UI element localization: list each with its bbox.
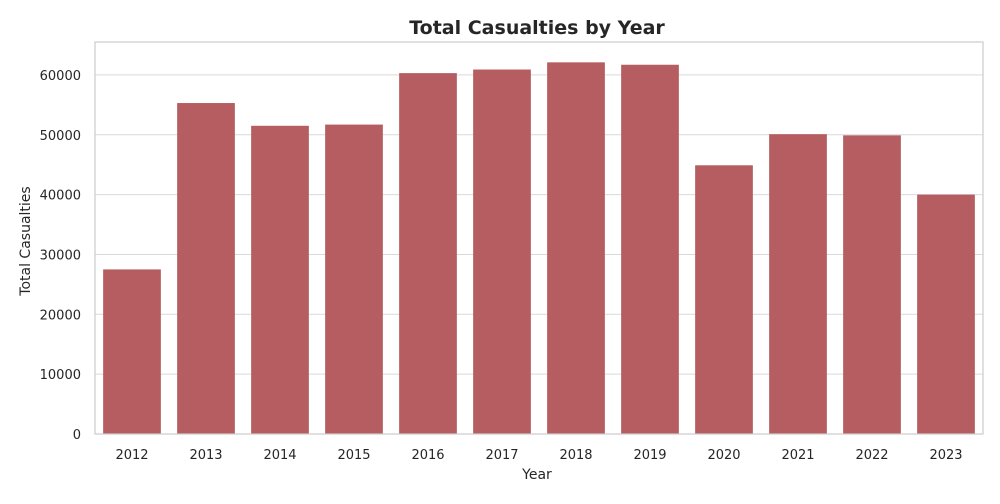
x-tick-label: 2017 [485,448,518,463]
x-tick-label: 2020 [707,448,740,463]
y-tick-label: 0 [73,428,81,443]
x-tick-label: 2019 [633,448,666,463]
bars [103,62,975,435]
bar-2013 [177,103,235,434]
x-tick-label: 2023 [929,448,962,463]
x-tick-label: 2016 [411,448,444,463]
bar-2014 [251,125,309,435]
y-tick-label: 50000 [40,129,81,144]
y-tick-label: 40000 [40,189,81,204]
bar-2022 [843,135,901,435]
y-tick-labels: 0 10000 20000 30000 40000 50000 60000 [40,69,81,443]
y-tick-label: 30000 [40,248,81,263]
x-tick-labels: 2012 2013 2014 2015 2016 2017 2018 2019 2020 2021… [115,448,962,463]
plot-frame [94,41,984,435]
bar-2016 [399,73,457,435]
grid-lines [95,74,983,435]
bar-2017 [473,69,531,434]
bar-2019 [621,64,679,435]
bar-2023 [917,194,975,434]
bar-2012 [103,269,161,434]
x-tick-label: 2015 [337,448,370,463]
y-axis-label: Total Casualties [18,186,34,296]
y-tick-label: 20000 [40,308,81,323]
x-tick-label: 2014 [263,448,296,463]
bar-2018 [547,62,605,435]
chart-title: Total Casualties by Year [409,17,665,39]
x-tick-label: 2022 [855,448,888,463]
y-tick-label: 60000 [40,69,81,84]
x-tick-label: 2012 [115,448,148,463]
x-tick-label: 2013 [189,448,222,463]
x-tick-label: 2021 [781,448,814,463]
x-tick-label: 2018 [559,448,592,463]
bar-2015 [325,124,383,435]
y-tick-label: 10000 [40,368,81,383]
bar-2020 [695,165,753,434]
x-axis-label: Year [521,467,552,483]
bar-2021 [769,134,827,434]
